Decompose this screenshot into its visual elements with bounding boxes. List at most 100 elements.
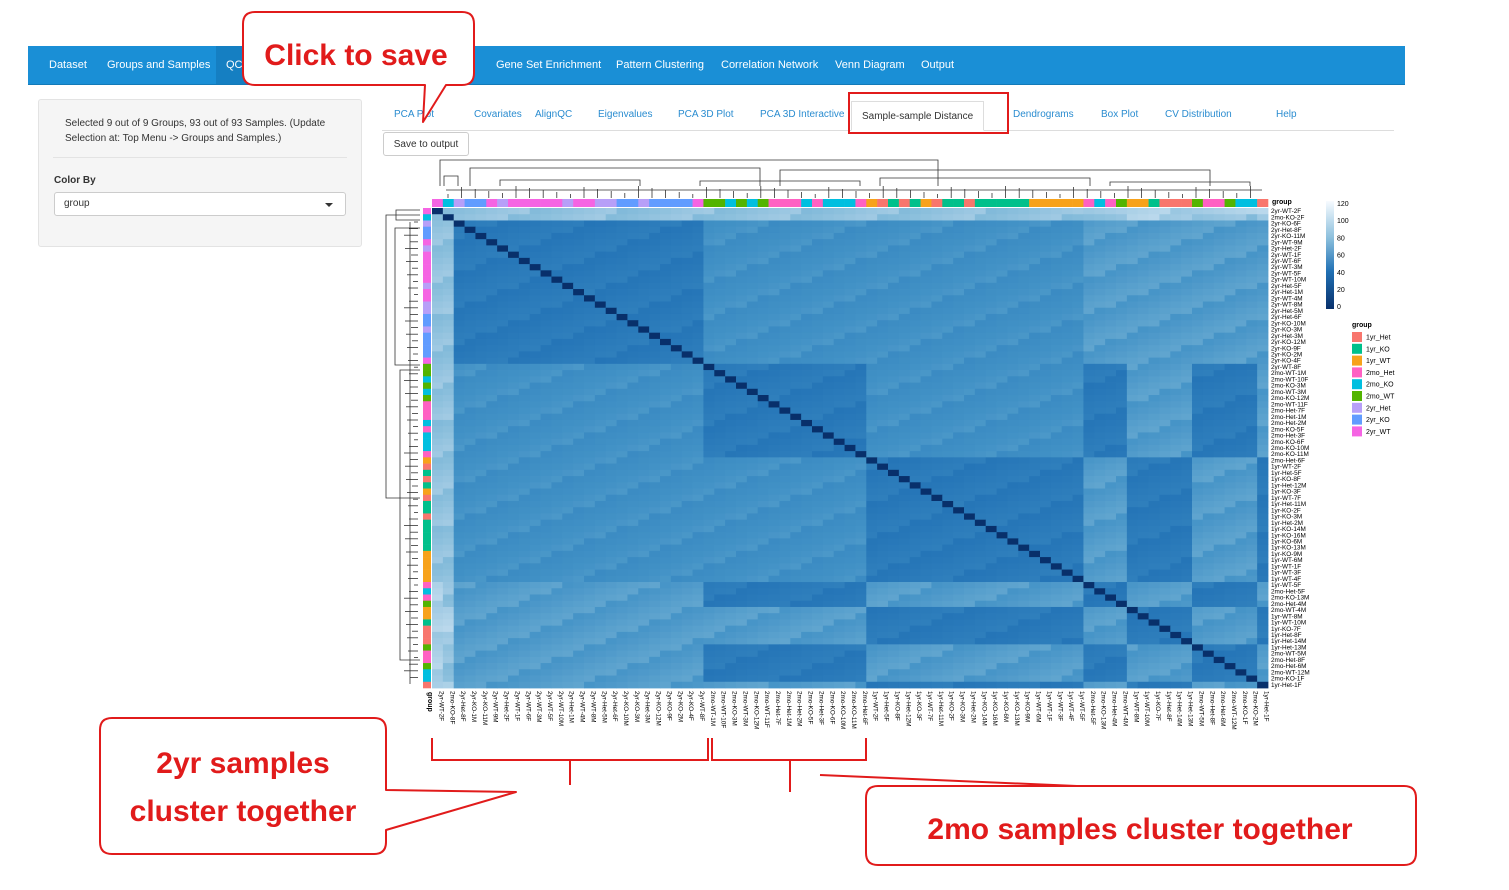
heatmap-cell [725, 407, 737, 415]
tab-eigenvalues[interactable]: Eigenvalues [598, 109, 653, 120]
heatmap-cell [551, 264, 563, 271]
color-by-select[interactable]: group [54, 192, 346, 216]
heatmap-cell [996, 226, 1008, 234]
heatmap-cell [1213, 239, 1225, 246]
heatmap-cell [1050, 488, 1063, 496]
heatmap-cell [768, 232, 780, 240]
tab-covariates[interactable]: Covariates [474, 109, 522, 120]
tab-box-plot[interactable]: Box Plot [1101, 109, 1139, 120]
heatmap-cell [616, 245, 628, 253]
heatmap-cell [508, 407, 520, 415]
heatmap-cell [453, 276, 465, 284]
heatmap-cell [964, 282, 976, 290]
heatmap-cell [1126, 482, 1139, 489]
heatmap-cell [681, 270, 693, 277]
heatmap-cell [1105, 519, 1117, 527]
heatmap-cell [822, 307, 835, 315]
heatmap-cell [475, 451, 487, 458]
heatmap-cell [812, 494, 824, 502]
heatmap-cell [1137, 476, 1149, 483]
nav-dataset[interactable]: Dataset [49, 59, 87, 71]
heatmap-cell [1213, 600, 1225, 608]
heatmap-cell [1246, 438, 1258, 446]
heatmap-cell [1148, 432, 1160, 440]
heatmap-cell [746, 482, 759, 489]
heatmap-cell [627, 575, 639, 583]
heatmap-cell [736, 413, 748, 421]
heatmap-cell [442, 376, 455, 383]
heatmap-cell [790, 444, 802, 452]
heatmap-cell [779, 407, 791, 415]
tab-cv-distribution[interactable]: CV Distribution [1165, 109, 1232, 120]
heatmap-cell [1061, 270, 1073, 277]
heatmap-cell [1072, 395, 1084, 402]
heatmap-cell [866, 413, 878, 421]
tab-dendrograms[interactable]: Dendrograms [1013, 109, 1074, 120]
heatmap-cell [812, 245, 824, 253]
heatmap-cell [518, 519, 531, 527]
heatmap-cell [1170, 307, 1182, 315]
heatmap-cell [746, 606, 759, 614]
heatmap-cell [844, 276, 856, 284]
heatmap-cell [725, 563, 737, 570]
heatmap-cell [649, 307, 661, 315]
nav-correlation-network[interactable]: Correlation Network [721, 59, 819, 71]
heatmap-cell [1224, 257, 1236, 265]
heatmap-cell [736, 214, 748, 221]
nav-pattern-clustering[interactable]: Pattern Clustering [616, 59, 705, 71]
heatmap-cell [1257, 488, 1269, 496]
heatmap-cell [670, 569, 683, 577]
heatmap-cell [453, 507, 465, 514]
heatmap-cell [605, 313, 617, 321]
heatmap-cell [985, 382, 997, 390]
heatmap-cell [1181, 575, 1193, 583]
heatmap-cell [1094, 557, 1106, 564]
heatmap-cell [779, 451, 791, 458]
heatmap-cell [888, 444, 900, 452]
heatmap-cell [562, 594, 574, 602]
heatmap-cell [1116, 208, 1128, 215]
nav-groups-and-samples[interactable]: Groups and Samples [107, 59, 211, 71]
heatmap-cell [1094, 276, 1106, 284]
tab-pca-3d-interactive[interactable]: PCA 3D Interactive [760, 109, 845, 120]
heatmap-cell [616, 469, 628, 477]
nav-output[interactable]: Output [921, 59, 955, 71]
heatmap-cell [801, 301, 813, 309]
heatmap-cell [1126, 500, 1139, 508]
tab-help[interactable]: Help [1276, 109, 1297, 120]
heatmap-cell [1007, 444, 1019, 452]
heatmap-cell [1126, 257, 1139, 265]
heatmap-cell [757, 544, 769, 552]
tab-pca-plot[interactable]: PCA Plot [394, 109, 435, 120]
tab-pca-3d-plot[interactable]: PCA 3D Plot [678, 109, 734, 120]
heatmap-cell [942, 313, 954, 321]
heatmap-cell [898, 332, 911, 340]
heatmap-cell [453, 494, 465, 502]
heatmap-cell [1246, 476, 1258, 483]
heatmap-cell [942, 494, 954, 502]
heatmap-cell [627, 264, 639, 271]
tab-sample-sample-distance[interactable]: Sample-sample Distance [851, 101, 985, 131]
save-to-output-button[interactable]: Save to output [383, 132, 469, 156]
heatmap-cell [1007, 363, 1019, 371]
heatmap-cell [540, 376, 552, 383]
heatmap-cell [931, 407, 943, 415]
heatmap-cell [703, 532, 715, 539]
heatmap-cell [996, 600, 1008, 608]
heatmap-cell [964, 276, 976, 284]
heatmap-cell [1257, 525, 1269, 533]
heatmap-cell [844, 525, 856, 533]
nav-venn-diagram[interactable]: Venn Diagram [835, 59, 905, 71]
heatmap-cell [1083, 382, 1095, 390]
heatmap-cell [1224, 519, 1236, 527]
heatmap-cell [1192, 370, 1204, 377]
heatmap-cell [1116, 575, 1128, 583]
tab-alignqc[interactable]: AlignQC [535, 109, 573, 120]
heatmap-cell [1170, 289, 1182, 296]
heatmap-cell [1159, 544, 1171, 552]
heatmap-cell [649, 407, 661, 415]
heatmap-cell [1040, 382, 1052, 390]
heatmap-cell [551, 582, 563, 589]
nav-gene-set-enrichment[interactable]: Gene Set Enrichment [496, 59, 602, 71]
heatmap-cell [475, 220, 487, 228]
